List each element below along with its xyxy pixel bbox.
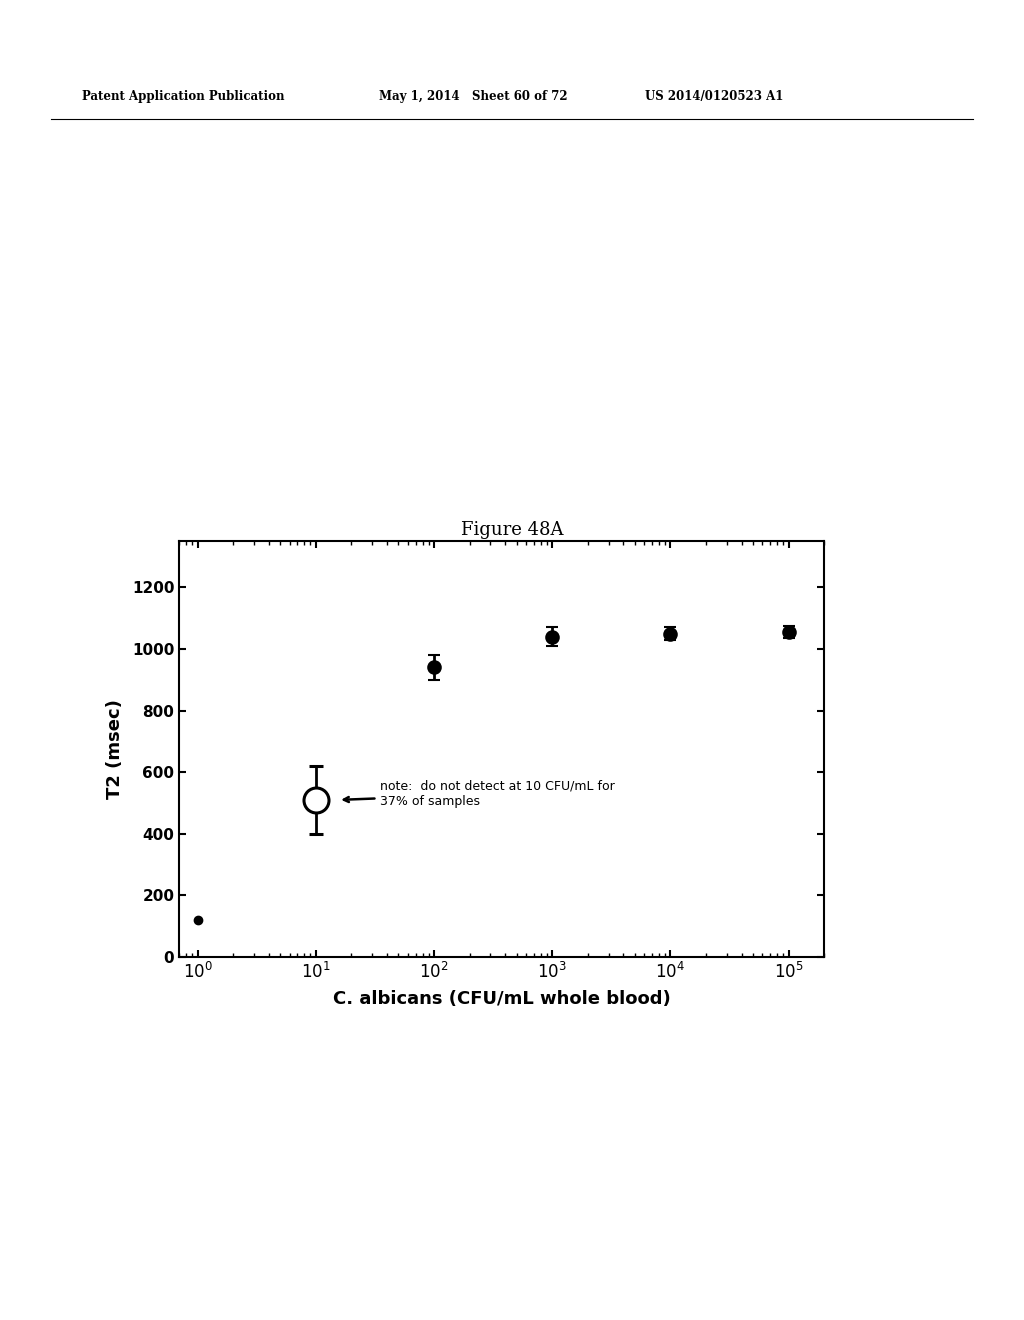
Text: May 1, 2014   Sheet 60 of 72: May 1, 2014 Sheet 60 of 72 xyxy=(379,90,567,103)
Text: US 2014/0120523 A1: US 2014/0120523 A1 xyxy=(645,90,783,103)
X-axis label: C. albicans (CFU/mL whole blood): C. albicans (CFU/mL whole blood) xyxy=(333,990,671,1008)
Text: Figure 48A: Figure 48A xyxy=(461,520,563,539)
Text: note:  do not detect at 10 CFU/mL for
37% of samples: note: do not detect at 10 CFU/mL for 37%… xyxy=(344,780,614,808)
Text: Patent Application Publication: Patent Application Publication xyxy=(82,90,285,103)
Y-axis label: T2 (msec): T2 (msec) xyxy=(105,700,124,799)
